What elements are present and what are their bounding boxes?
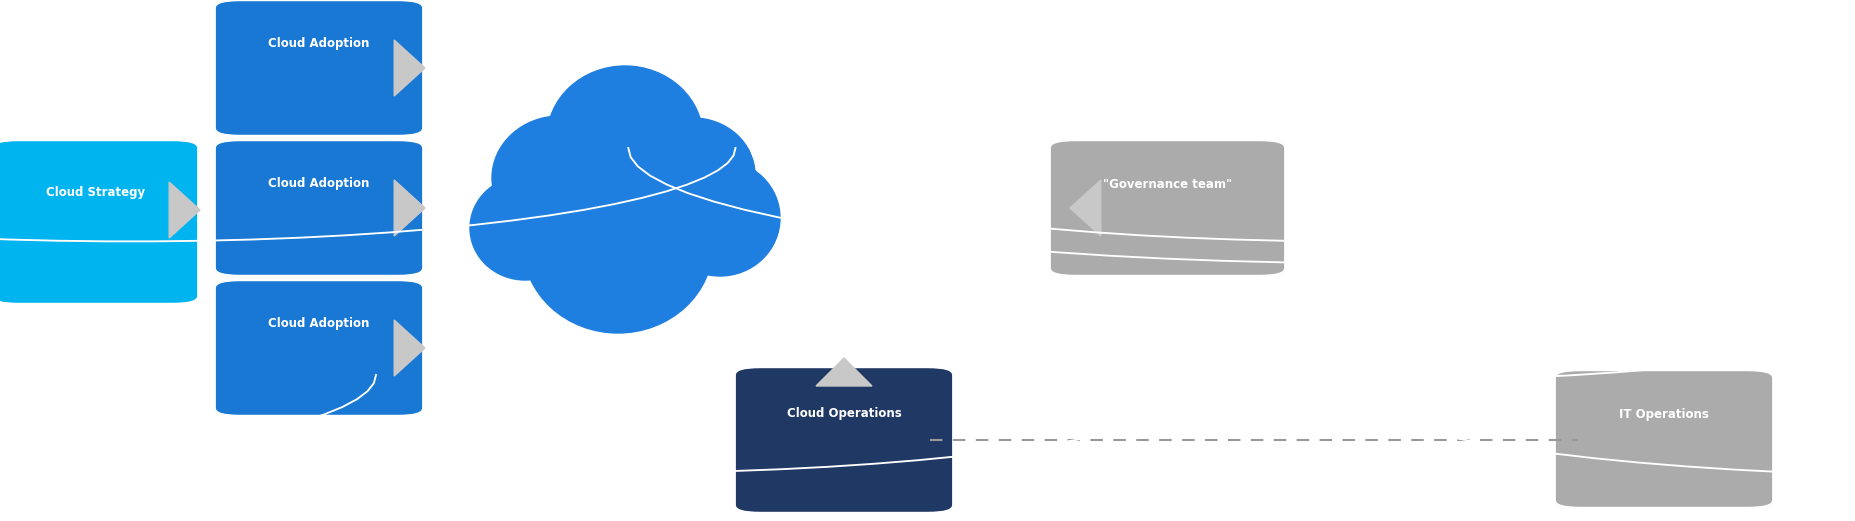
- Ellipse shape: [538, 230, 701, 306]
- Text: Cloud Strategy: Cloud Strategy: [46, 186, 145, 199]
- Ellipse shape: [469, 176, 581, 280]
- Polygon shape: [395, 320, 425, 376]
- FancyBboxPatch shape: [215, 141, 423, 275]
- Polygon shape: [395, 180, 425, 236]
- Polygon shape: [816, 358, 872, 386]
- FancyBboxPatch shape: [0, 141, 197, 303]
- FancyBboxPatch shape: [215, 1, 423, 135]
- Polygon shape: [169, 182, 200, 238]
- Text: Cloud Adoption: Cloud Adoption: [269, 38, 369, 51]
- Text: Cloud Adoption: Cloud Adoption: [269, 317, 369, 330]
- Text: IT Operations: IT Operations: [1619, 408, 1708, 421]
- Polygon shape: [395, 40, 425, 96]
- Ellipse shape: [523, 157, 712, 333]
- FancyBboxPatch shape: [1556, 371, 1772, 507]
- FancyBboxPatch shape: [215, 281, 423, 415]
- Ellipse shape: [547, 66, 703, 210]
- Text: Cloud Operations: Cloud Operations: [787, 407, 902, 420]
- Text: Cloud Adoption: Cloud Adoption: [269, 178, 369, 191]
- Ellipse shape: [660, 160, 779, 276]
- FancyBboxPatch shape: [736, 368, 952, 512]
- Ellipse shape: [631, 118, 755, 232]
- Text: "Governance team": "Governance team": [1104, 178, 1232, 191]
- FancyBboxPatch shape: [1052, 141, 1284, 275]
- Polygon shape: [1070, 180, 1100, 236]
- Ellipse shape: [492, 116, 629, 240]
